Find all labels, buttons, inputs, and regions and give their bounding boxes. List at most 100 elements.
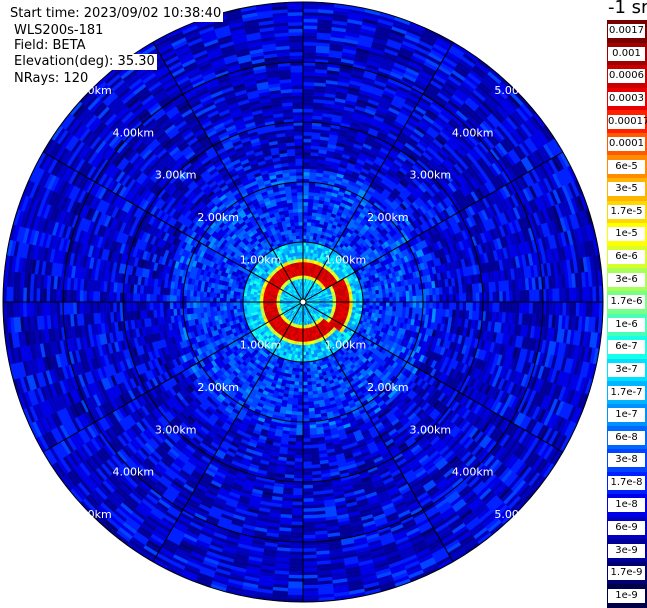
beta-cell <box>226 294 230 298</box>
beta-cell <box>223 302 226 306</box>
beta-cell <box>303 195 309 198</box>
beta-cell <box>298 205 303 208</box>
beta-cell <box>303 189 309 192</box>
beta-cell <box>307 378 311 382</box>
beta-cell <box>298 199 303 202</box>
beta-cell <box>298 402 303 405</box>
beta-cell <box>410 296 413 302</box>
beta-cell <box>298 215 303 218</box>
beta-cell <box>303 209 308 212</box>
beta-cell <box>393 302 396 307</box>
beta-cell <box>216 293 220 298</box>
beta-cell <box>250 305 254 308</box>
beta-cell <box>233 298 236 302</box>
beta-cell <box>223 294 227 298</box>
beta-cell <box>383 298 386 302</box>
beta-cell <box>309 355 312 359</box>
beta-cell <box>299 372 303 375</box>
beta-cell <box>186 302 189 308</box>
beta-cell <box>294 382 299 386</box>
beta-cell <box>303 379 307 382</box>
beta-cell <box>433 302 437 309</box>
beta-cell <box>299 232 303 235</box>
beta-cell <box>303 212 308 215</box>
beta-cell <box>303 432 310 436</box>
beta-cell <box>366 305 370 309</box>
beta-cell <box>400 297 403 302</box>
beta-cell <box>373 294 377 298</box>
beta-cell <box>403 302 406 307</box>
beta-cell <box>376 302 379 306</box>
beta-cell <box>416 296 419 302</box>
beta-cell <box>366 295 370 299</box>
beta-cell <box>203 302 206 307</box>
beta-cell <box>298 385 303 388</box>
beta-cell <box>303 395 308 398</box>
beta-cell <box>293 392 298 396</box>
beta-cell <box>230 298 233 302</box>
beta-cell <box>246 305 250 308</box>
beta-cell <box>216 306 220 311</box>
beta-cell <box>256 304 260 307</box>
beta-cell <box>306 368 310 372</box>
beta-cell <box>166 295 170 302</box>
beta-cell <box>426 302 430 309</box>
beta-cell <box>294 212 299 216</box>
beta-cell <box>303 415 309 418</box>
beta-cell <box>299 375 303 378</box>
beta-cell <box>380 302 383 306</box>
beta-cell <box>297 405 303 408</box>
beta-cell <box>303 375 307 378</box>
beta-cell <box>299 222 303 225</box>
beta-cell <box>297 412 303 415</box>
beta-cell <box>300 365 303 368</box>
beta-cell <box>303 365 306 368</box>
beta-cell <box>346 297 350 300</box>
beta-cell <box>298 259 300 262</box>
beta-cell <box>296 232 300 236</box>
beta-cell <box>416 302 419 308</box>
beta-cell <box>436 295 440 302</box>
beta-cell <box>223 306 227 310</box>
beta-cell <box>399 307 403 312</box>
beta-cell <box>390 302 393 307</box>
beta-cell <box>303 225 307 228</box>
beta-cell <box>303 389 308 392</box>
beta-cell <box>170 302 174 309</box>
beta-cell <box>226 298 229 302</box>
beta-cell <box>166 302 170 309</box>
beta-cell <box>308 388 313 392</box>
beta-cell <box>220 306 224 311</box>
beta-cell <box>253 304 257 307</box>
beta-cell <box>295 372 299 376</box>
beta-cell <box>298 212 303 215</box>
beta-cell <box>380 298 383 302</box>
beta-cell <box>200 291 204 297</box>
beta-cell <box>396 307 400 312</box>
beta-cell <box>216 302 219 307</box>
beta-cell <box>210 307 214 312</box>
beta-cell <box>303 222 307 225</box>
beta-cell <box>296 435 303 439</box>
beta-cell <box>298 209 303 212</box>
beta-cell <box>390 297 393 302</box>
beta-cell <box>429 295 433 302</box>
beta-cell <box>308 212 313 216</box>
beta-cell <box>308 392 313 396</box>
beta-cell <box>293 398 298 402</box>
beta-cell <box>439 302 443 309</box>
beta-cell <box>296 425 303 429</box>
beta-cell <box>292 401 298 405</box>
beta-cell <box>307 372 311 376</box>
beta-cell <box>293 395 298 399</box>
beta-cell <box>393 307 397 312</box>
beta-cell <box>203 307 207 312</box>
beta-cell <box>293 202 298 206</box>
beta-cell <box>439 295 443 302</box>
beta-cell <box>236 302 239 305</box>
beta-cell <box>206 307 210 312</box>
beta-cell <box>306 235 310 239</box>
beta-cell <box>206 297 209 302</box>
beta-cell <box>297 409 303 412</box>
